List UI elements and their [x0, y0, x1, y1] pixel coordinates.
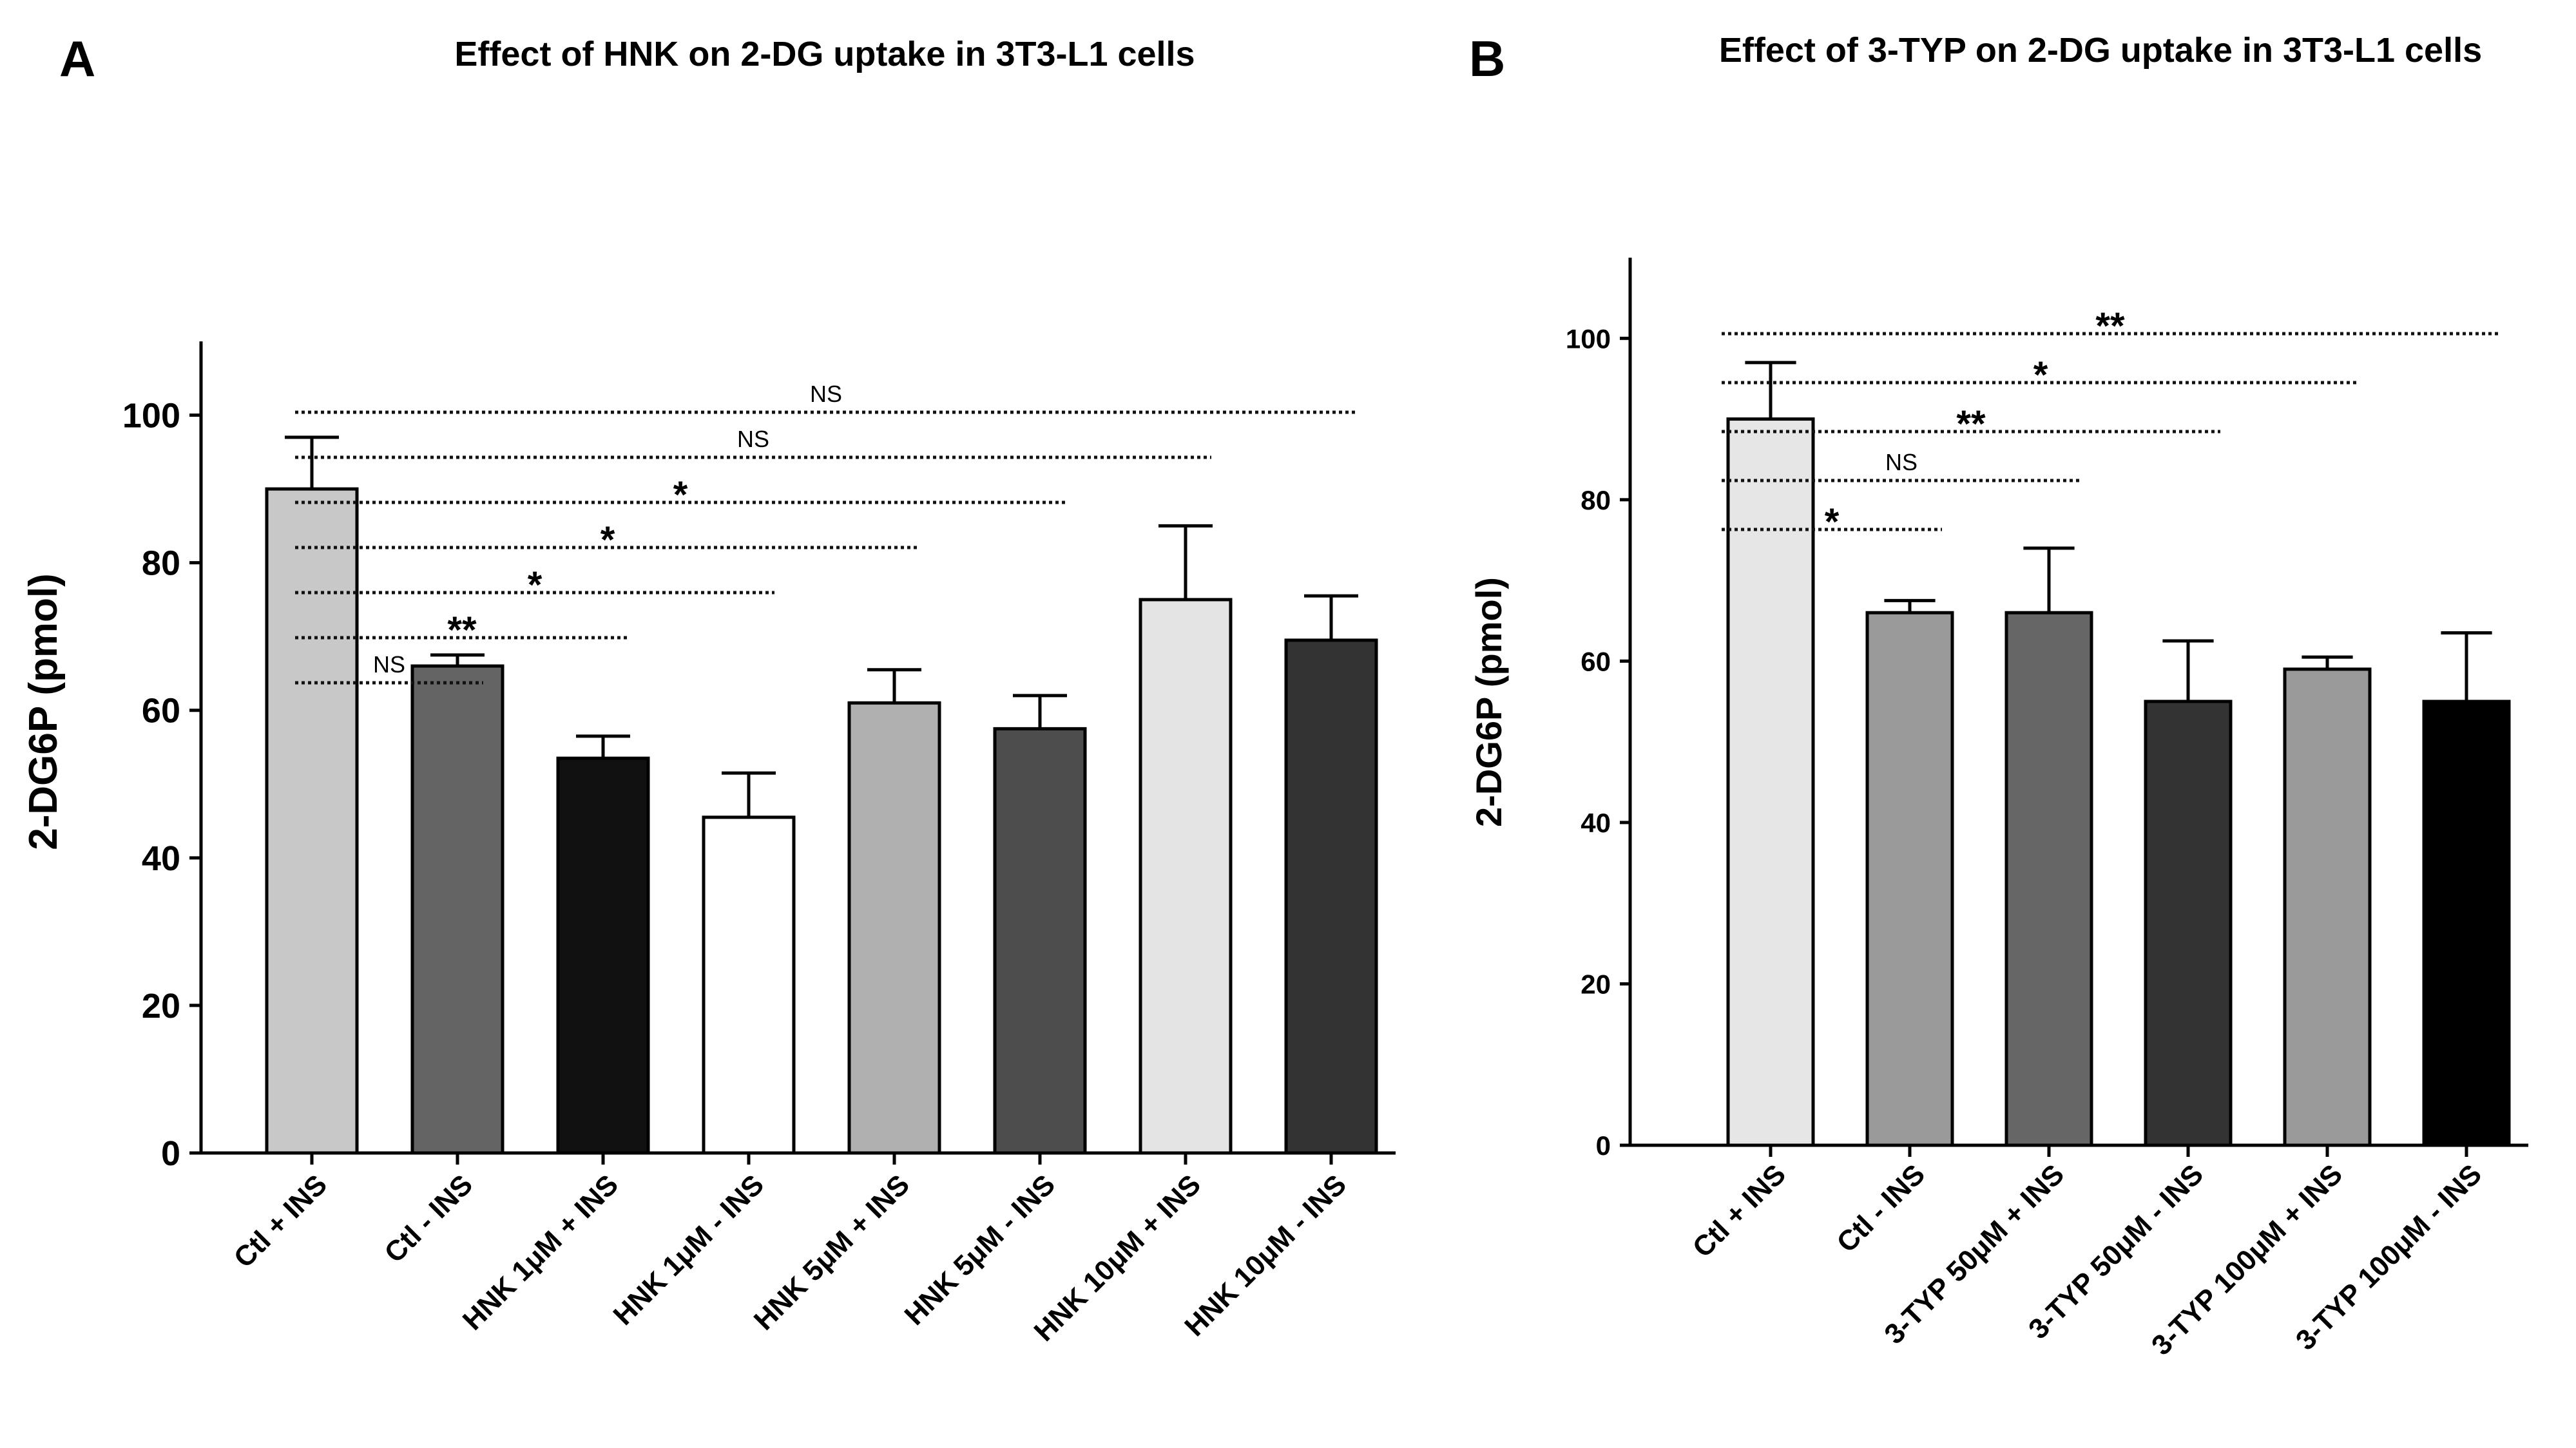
- panel-a-category-label: HNK 1μM + INS: [457, 1168, 624, 1336]
- panel-a-letter: A: [59, 30, 95, 87]
- panel-a-significance-label: *: [528, 564, 543, 606]
- panel-b-y-tick-label: 100: [1566, 323, 1611, 354]
- panel-a-y-tick-label: 40: [142, 839, 180, 878]
- panel-b-bar: [2004, 611, 2093, 1147]
- panel-a-bar: [1284, 638, 1378, 1155]
- panel-a-y-tick-label: 20: [142, 987, 180, 1025]
- panel-a-significance-label: *: [601, 519, 615, 561]
- panel-b-significance-label: **: [2095, 305, 2125, 347]
- panel-a-category-label: Ctl + INS: [228, 1168, 333, 1273]
- panel-b-significance-label: NS: [1885, 449, 1918, 475]
- panel-b-bar: [2144, 700, 2233, 1147]
- panel-a-bar: [702, 815, 796, 1155]
- panel-b-title: Effect of 3-TYP on 2-DG uptake in 3T3-L1…: [1719, 31, 2482, 70]
- panel-a-bar: [993, 727, 1087, 1155]
- panel-a-category-label: HNK 1μM - INS: [608, 1168, 770, 1331]
- panel-b-y-tick-label: 60: [1581, 646, 1611, 676]
- panel-a-bar: [265, 487, 359, 1155]
- panel-a-bar: [410, 664, 505, 1155]
- panel-a-y-tick-label: 100: [122, 397, 180, 435]
- panel-a-bar: [1139, 598, 1233, 1155]
- panel-a-bar: [847, 701, 941, 1155]
- panel-b-category-label: Ctl - INS: [1831, 1158, 1931, 1259]
- panel-b-y-tick-label: 80: [1581, 485, 1611, 515]
- panel-a-category-label: HNK 5μM - INS: [899, 1168, 1061, 1331]
- panel-b-bar: [2283, 667, 2372, 1147]
- panel-b-y-tick-label: 0: [1596, 1130, 1611, 1161]
- panel-b-bar: [1726, 417, 1815, 1147]
- panel-b-letter: B: [1469, 30, 1505, 87]
- panel-b-significance-label: *: [2033, 354, 2048, 396]
- panel-b-y-tick-label: 20: [1581, 969, 1611, 999]
- panel-a-y-tick-label: 80: [142, 544, 180, 583]
- panel-a-significance-label: NS: [737, 426, 769, 452]
- panel-b-category-label: Ctl + INS: [1687, 1158, 1792, 1263]
- panel-b-y-axis-label: 2-DG6P (pmol): [1468, 577, 1509, 827]
- panel-b-significance-label: *: [1825, 501, 1840, 543]
- panel-a-significance-label: NS: [810, 381, 842, 407]
- panel-b-chart: B Effect of 3-TYP on 2-DG uptake in 3T3-…: [1468, 30, 2528, 1362]
- panel-a-significance-label: NS: [373, 651, 405, 678]
- panel-b-bar: [2422, 700, 2511, 1147]
- panel-a-category-label: HNK 5μM + INS: [748, 1168, 916, 1336]
- panel-a-chart: A Effect of HNK on 2-DG uptake in 3T3-L1…: [21, 30, 1396, 1348]
- panel-a-significance-label: **: [447, 609, 477, 651]
- panel-a-title: Effect of HNK on 2-DG uptake in 3T3-L1 c…: [454, 35, 1195, 73]
- panel-b-y-tick-label: 40: [1581, 808, 1611, 838]
- panel-a-significance-label: *: [673, 474, 688, 516]
- panel-a-y-tick-label: 0: [161, 1134, 180, 1173]
- panel-b-bar: [1865, 611, 1954, 1147]
- panel-a-y-tick-label: 60: [142, 692, 180, 730]
- panel-a-category-label: HNK 10μM - INS: [1178, 1168, 1352, 1342]
- panel-a-category-label: Ctl - INS: [378, 1168, 479, 1269]
- panel-a-bar: [556, 756, 650, 1155]
- panel-b-significance-label: **: [1956, 403, 1986, 445]
- panel-a-y-axis-label: 2-DG6P (pmol): [21, 573, 66, 850]
